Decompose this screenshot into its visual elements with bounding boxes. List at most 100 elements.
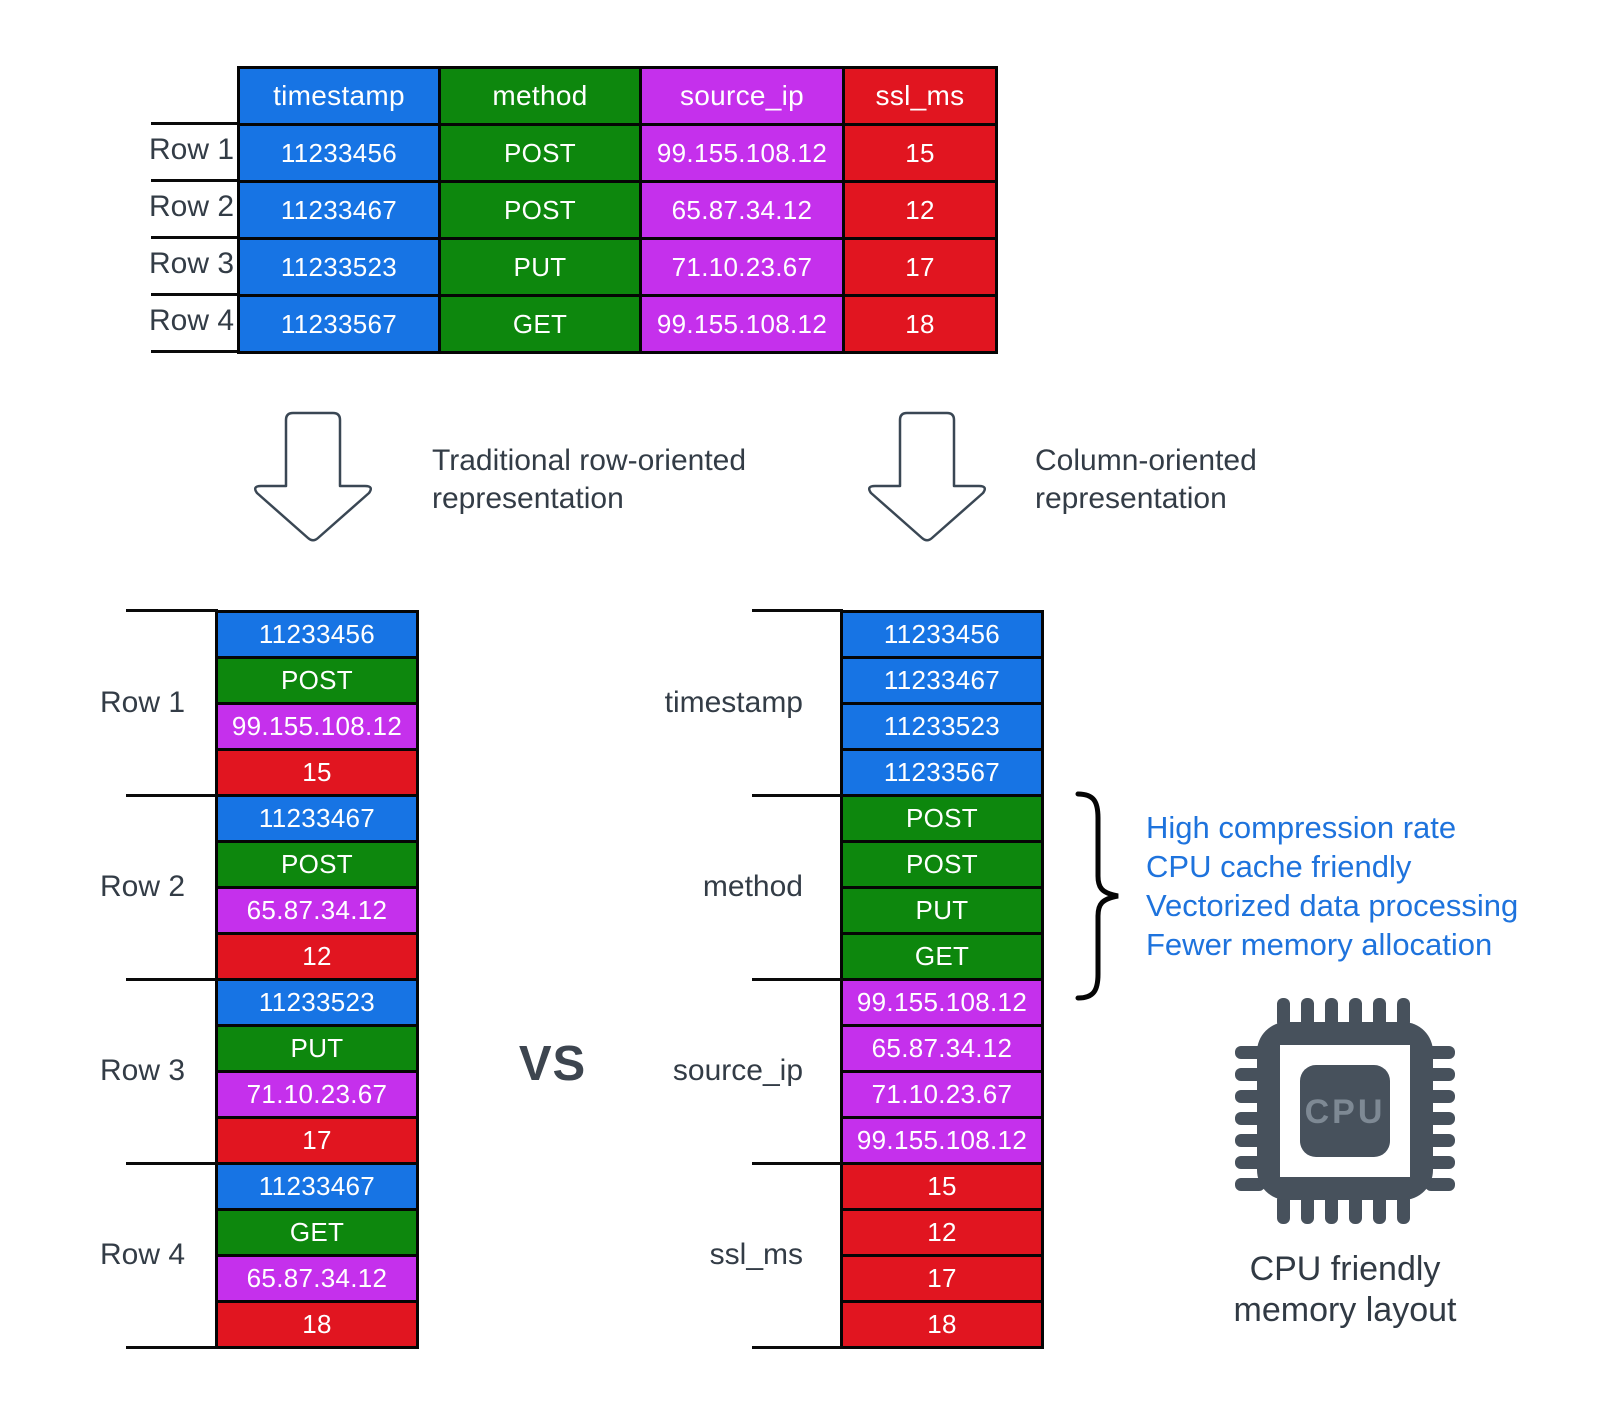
row-group-label: Row 4 bbox=[99, 1238, 186, 1271]
row-label: Row 2 bbox=[148, 190, 235, 223]
row-boundary-tick bbox=[151, 179, 237, 182]
group-boundary-tick bbox=[126, 1346, 218, 1349]
group-boundary-tick bbox=[752, 1346, 843, 1349]
group-boundary-tick bbox=[752, 978, 843, 981]
vs-label: VS bbox=[518, 1037, 587, 1091]
column-group-label: ssl_ms bbox=[709, 1238, 803, 1271]
col-store-cell: POST bbox=[843, 843, 1041, 886]
row-store-cell: 99.155.108.12 bbox=[218, 705, 416, 748]
row-store-cell: 18 bbox=[218, 1303, 416, 1346]
row-group-label: Row 1 bbox=[99, 686, 186, 719]
row-store-stack: 11233456 POST 99.155.108.12 15 11233467 … bbox=[215, 610, 419, 1349]
arrow-label-line: representation bbox=[1035, 482, 1227, 515]
cpu-caption-line: CPU friendly bbox=[1249, 1250, 1441, 1288]
table-cell: POST bbox=[441, 183, 639, 237]
col-store-cell: GET bbox=[843, 935, 1041, 978]
col-store-cell: 65.87.34.12 bbox=[843, 1027, 1041, 1070]
col-store-cell: 15 bbox=[843, 1165, 1041, 1208]
cpu-chip-icon: CPU bbox=[1235, 998, 1455, 1224]
row-store-cell: 12 bbox=[218, 935, 416, 978]
arrow-label-line: representation bbox=[432, 482, 624, 515]
col-store-cell: 11233467 bbox=[843, 659, 1041, 702]
benefit-line: High compression rate bbox=[1146, 810, 1457, 845]
curly-brace bbox=[1075, 791, 1119, 1001]
row-store-cell: 71.10.23.67 bbox=[218, 1073, 416, 1116]
row-boundary-tick bbox=[151, 350, 237, 353]
table-cell: PUT bbox=[441, 240, 639, 294]
down-arrow-column-oriented bbox=[867, 411, 987, 542]
benefit-line: CPU cache friendly bbox=[1146, 849, 1412, 884]
row-group-label: Row 2 bbox=[99, 870, 186, 903]
row-store-cell: POST bbox=[218, 659, 416, 702]
table-cell: 17 bbox=[845, 240, 995, 294]
row-store-cell: PUT bbox=[218, 1027, 416, 1070]
table-cell: GET bbox=[441, 297, 639, 351]
col-store-cell: 12 bbox=[843, 1211, 1041, 1254]
down-arrow-row-oriented bbox=[253, 411, 373, 542]
row-store-cell: 17 bbox=[218, 1119, 416, 1162]
source-table: timestamp method source_ip ssl_ms 112334… bbox=[237, 66, 998, 354]
benefit-line: Vectorized data processing bbox=[1146, 888, 1519, 923]
table-cell: 18 bbox=[845, 297, 995, 351]
cpu-caption-line: memory layout bbox=[1233, 1291, 1457, 1329]
col-store-cell: 71.10.23.67 bbox=[843, 1073, 1041, 1116]
col-store-cell: 99.155.108.12 bbox=[843, 981, 1041, 1024]
col-store-cell: 11233567 bbox=[843, 751, 1041, 794]
cpu-die-label: CPU bbox=[1305, 1093, 1386, 1131]
row-store-cell: 11233523 bbox=[218, 981, 416, 1024]
row-store-cell: 65.87.34.12 bbox=[218, 889, 416, 932]
group-boundary-tick bbox=[126, 794, 218, 797]
row-store-cell: 11233456 bbox=[218, 613, 416, 656]
row-store-cell: 15 bbox=[218, 751, 416, 794]
column-group-label: method bbox=[702, 870, 803, 903]
arrow-label-line: Traditional row-oriented bbox=[432, 444, 747, 477]
col-store-cell: 17 bbox=[843, 1257, 1041, 1300]
row-boundary-tick bbox=[151, 122, 237, 125]
col-store-cell: 11233456 bbox=[843, 613, 1041, 656]
cpu-caption: CPU friendly memory layout bbox=[1205, 1249, 1485, 1331]
row-store-cell: GET bbox=[218, 1211, 416, 1254]
col-store-cell: PUT bbox=[843, 889, 1041, 932]
table-cell: 15 bbox=[845, 126, 995, 180]
table-cell: 12 bbox=[845, 183, 995, 237]
row-store-cell: 11233467 bbox=[218, 797, 416, 840]
table-cell: 11233523 bbox=[240, 240, 438, 294]
row-boundary-tick bbox=[151, 293, 237, 296]
group-boundary-tick bbox=[126, 609, 218, 612]
row-label: Row 3 bbox=[148, 247, 235, 280]
table-cell: 99.155.108.12 bbox=[642, 297, 842, 351]
row-label: Row 4 bbox=[148, 304, 235, 337]
col-store-cell: 11233523 bbox=[843, 705, 1041, 748]
row-store-cell: 11233467 bbox=[218, 1165, 416, 1208]
table-cell: POST bbox=[441, 126, 639, 180]
column-group-label: source_ip bbox=[672, 1054, 803, 1087]
table-cell: 71.10.23.67 bbox=[642, 240, 842, 294]
column-store-benefits: High compression rate CPU cache friendly… bbox=[1146, 808, 1518, 964]
col-header-ssl-ms: ssl_ms bbox=[845, 69, 995, 123]
col-header-timestamp: timestamp bbox=[240, 69, 438, 123]
column-oriented-arrow-label: Column-oriented representation bbox=[1035, 442, 1257, 518]
table-cell: 11233567 bbox=[240, 297, 438, 351]
benefit-line: Fewer memory allocation bbox=[1146, 927, 1493, 962]
col-store-cell: POST bbox=[843, 797, 1041, 840]
col-store-cell: 18 bbox=[843, 1303, 1041, 1346]
col-header-method: method bbox=[441, 69, 639, 123]
row-oriented-arrow-label: Traditional row-oriented representation bbox=[432, 442, 746, 518]
row-boundary-tick bbox=[151, 236, 237, 239]
col-store-cell: 99.155.108.12 bbox=[843, 1119, 1041, 1162]
table-cell: 99.155.108.12 bbox=[642, 126, 842, 180]
row-store-cell: POST bbox=[218, 843, 416, 886]
table-cell: 65.87.34.12 bbox=[642, 183, 842, 237]
row-store-cell: 65.87.34.12 bbox=[218, 1257, 416, 1300]
table-cell: 11233467 bbox=[240, 183, 438, 237]
group-boundary-tick bbox=[752, 794, 843, 797]
group-boundary-tick bbox=[752, 609, 843, 612]
row-group-label: Row 3 bbox=[99, 1054, 186, 1087]
group-boundary-tick bbox=[126, 1162, 218, 1165]
column-group-label: timestamp bbox=[664, 686, 803, 719]
group-boundary-tick bbox=[752, 1162, 843, 1165]
row-label: Row 1 bbox=[148, 133, 235, 166]
column-store-stack: 11233456 11233467 11233523 11233567 POST… bbox=[840, 610, 1044, 1349]
arrow-label-line: Column-oriented bbox=[1035, 444, 1257, 477]
